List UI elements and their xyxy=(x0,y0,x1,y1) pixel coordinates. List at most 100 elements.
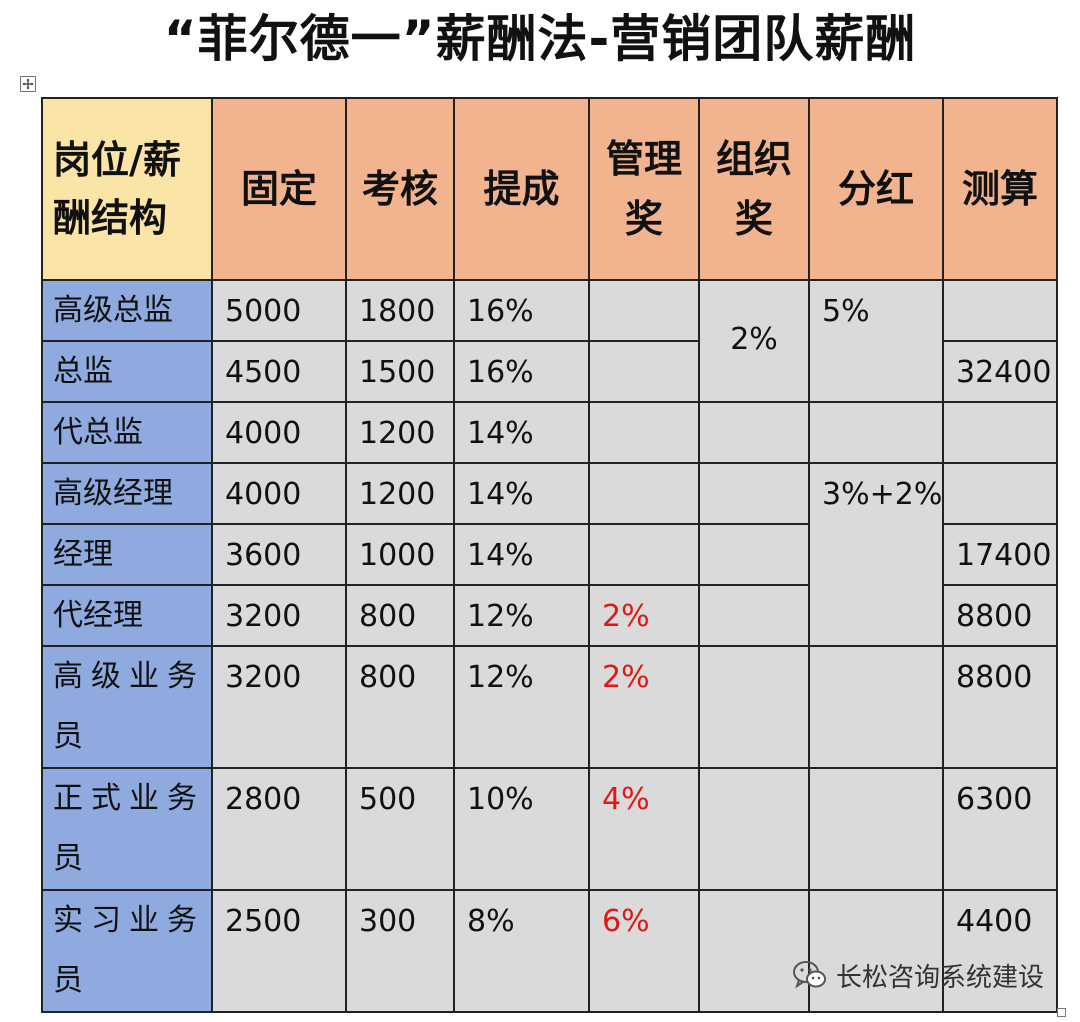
table-row: 代总监 4000 1200 14% xyxy=(41,401,1058,464)
fixed-cell: 2800 xyxy=(211,767,347,891)
management-bonus-cell xyxy=(588,401,700,464)
role-cell: 代经理 xyxy=(41,584,213,647)
move-cross-icon xyxy=(22,78,34,90)
organization-bonus-cell xyxy=(698,645,810,769)
organization-bonus-cell xyxy=(698,401,810,464)
header-commission: 提成 xyxy=(453,97,590,281)
table-resize-handle[interactable] xyxy=(1057,1008,1066,1017)
assessment-cell: 800 xyxy=(345,584,455,647)
estimate-cell xyxy=(942,401,1058,464)
estimate-cell: 4400 xyxy=(942,889,1058,1013)
table-move-handle[interactable] xyxy=(20,76,36,92)
watermark-text: 长松咨询系统建设 xyxy=(836,962,1045,993)
assessment-cell: 1800 xyxy=(345,279,455,342)
estimate-cell: 8800 xyxy=(942,645,1058,769)
role-line1: 实习业务 xyxy=(53,903,205,938)
header-dividend: 分红 xyxy=(808,97,944,281)
management-bonus-cell xyxy=(588,279,700,342)
organization-bonus-merged-cell: 2% xyxy=(698,279,810,403)
header-role-line1: 岗位/薪 xyxy=(53,138,181,182)
dividend-cell xyxy=(808,767,944,891)
commission-cell: 16% xyxy=(453,279,590,342)
estimate-cell xyxy=(942,279,1058,342)
fixed-cell: 3200 xyxy=(211,645,347,769)
fixed-cell: 4000 xyxy=(211,401,347,464)
header-management-line1: 管理 xyxy=(605,137,682,181)
management-bonus-cell: 6% xyxy=(588,889,700,1013)
header-organization-line1: 组织 xyxy=(715,137,792,181)
watermark: 长松咨询系统建设 xyxy=(792,955,1044,995)
assessment-cell: 800 xyxy=(345,645,455,769)
commission-cell: 10% xyxy=(453,767,590,891)
dividend-cell xyxy=(808,889,944,1013)
estimate-cell: 8800 xyxy=(942,584,1058,647)
table-row: 总监 4500 1500 16% 32400 xyxy=(41,340,1058,403)
commission-cell: 12% xyxy=(453,645,590,769)
management-bonus-cell xyxy=(588,462,700,525)
table-row: 经理 3600 1000 14% 17400 xyxy=(41,523,1058,586)
commission-cell: 16% xyxy=(453,340,590,403)
organization-bonus-cell xyxy=(698,523,810,586)
header-role-line2: 酬结构 xyxy=(53,196,168,240)
role-cell: 经理 xyxy=(41,523,213,586)
management-bonus-cell: 4% xyxy=(588,767,700,891)
role-cell: 实习业务 员 xyxy=(41,889,213,1013)
wechat-icon xyxy=(793,961,826,989)
dividend-cell xyxy=(808,645,944,769)
fixed-cell: 3200 xyxy=(211,584,347,647)
estimate-cell xyxy=(942,462,1058,525)
commission-cell: 14% xyxy=(453,462,590,525)
management-bonus-cell: 2% xyxy=(588,584,700,647)
commission-cell: 14% xyxy=(453,401,590,464)
management-bonus-cell xyxy=(588,340,700,403)
role-cell: 高级总监 xyxy=(41,279,213,342)
role-line2: 员 xyxy=(53,963,91,998)
role-cell: 总监 xyxy=(41,340,213,403)
assessment-cell: 1500 xyxy=(345,340,455,403)
page-title: “菲尔德一”薪酬法-营销团队薪酬 xyxy=(163,10,917,68)
header-management-line2: 奖 xyxy=(624,197,663,241)
header-management-bonus: 管理 奖 xyxy=(588,97,700,281)
role-cell: 正式业务 员 xyxy=(41,767,213,891)
header-role: 岗位/薪 酬结构 xyxy=(41,97,213,281)
role-line1: 高级业务 xyxy=(53,659,205,694)
table-row: 高级经理 4000 1200 14% 3%+2% xyxy=(41,462,1058,647)
organization-bonus-cell xyxy=(698,584,810,647)
assessment-cell: 1200 xyxy=(345,401,455,464)
table-row: 高级总监 5000 1800 16% 2% 5% xyxy=(41,279,1058,403)
commission-cell: 8% xyxy=(453,889,590,1013)
role-cell: 高级经理 xyxy=(41,462,213,525)
commission-cell: 14% xyxy=(453,523,590,586)
commission-cell: 12% xyxy=(453,584,590,647)
management-bonus-cell xyxy=(588,523,700,586)
fixed-cell: 2500 xyxy=(211,889,347,1013)
salary-table: 岗位/薪 酬结构 固定 考核 提成 管理 奖 组织 奖 分红 测算 高级总监 5… xyxy=(41,97,1058,1013)
organization-bonus-cell xyxy=(698,767,810,891)
role-cell: 高级业务 员 xyxy=(41,645,213,769)
assessment-cell: 300 xyxy=(345,889,455,1013)
header-assessment: 考核 xyxy=(345,97,455,281)
estimate-cell: 17400 xyxy=(942,523,1058,586)
fixed-cell: 3600 xyxy=(211,523,347,586)
dividend-cell xyxy=(808,401,944,464)
dividend-merged-cell: 3%+2% xyxy=(808,462,944,647)
fixed-cell: 4500 xyxy=(211,340,347,403)
role-cell: 代总监 xyxy=(41,401,213,464)
role-line2: 员 xyxy=(53,719,91,754)
estimate-cell: 32400 xyxy=(942,340,1058,403)
management-bonus-cell: 2% xyxy=(588,645,700,769)
role-line1: 正式业务 xyxy=(53,781,205,816)
table-row: 实习业务 员 2500 300 8% 6% 4400 xyxy=(41,889,1058,1013)
estimate-cell: 6300 xyxy=(942,767,1058,891)
assessment-cell: 500 xyxy=(345,767,455,891)
header-estimate: 测算 xyxy=(942,97,1058,281)
header-row: 岗位/薪 酬结构 固定 考核 提成 管理 奖 组织 奖 分红 测算 xyxy=(41,97,1058,281)
fixed-cell: 5000 xyxy=(211,279,347,342)
table-row: 代经理 3200 800 12% 2% 8800 xyxy=(41,584,1058,647)
assessment-cell: 1000 xyxy=(345,523,455,586)
table-row: 高级业务 员 3200 800 12% 2% 8800 xyxy=(41,645,1058,769)
assessment-cell: 1200 xyxy=(345,462,455,525)
header-organization-bonus: 组织 奖 xyxy=(698,97,810,281)
organization-bonus-cell xyxy=(698,462,810,525)
dividend-merged-cell: 5% xyxy=(808,279,944,403)
